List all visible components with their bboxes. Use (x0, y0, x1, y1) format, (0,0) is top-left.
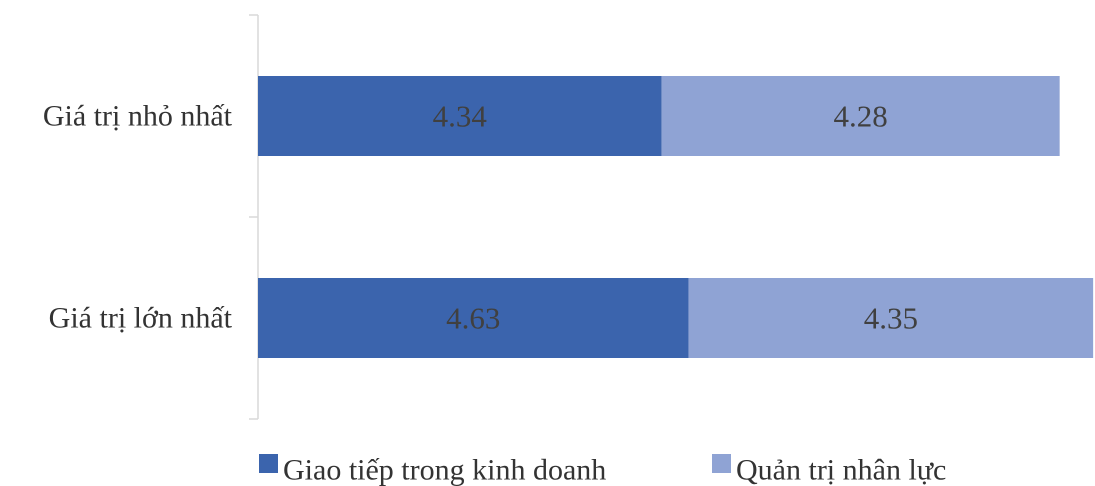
bar-segment (258, 278, 689, 358)
data-labels: 4.34 4.28 4.63 4.35 (433, 99, 918, 336)
bar-segment (661, 76, 1060, 156)
category-label: Giá trị lớn nhất (49, 302, 233, 335)
data-label: 4.28 (834, 99, 888, 134)
category-labels: Giá trị nhỏ nhất Giá trị lớn nhất (43, 100, 233, 335)
bar-segment (688, 278, 1094, 358)
legend-swatch (259, 454, 278, 473)
legend-label: Quản trị nhân lực (736, 454, 946, 486)
bars (258, 76, 1094, 358)
category-label: Giá trị nhỏ nhất (43, 100, 233, 133)
legend-label: Giao tiếp trong kinh doanh (283, 454, 606, 486)
bar-segment (258, 76, 662, 156)
data-label: 4.35 (864, 301, 918, 336)
data-label: 4.63 (446, 301, 500, 336)
category-axis (249, 14, 259, 420)
legend-swatch (712, 454, 731, 473)
legend: Giao tiếp trong kinh doanh Quản trị nhân … (259, 454, 946, 486)
data-label: 4.34 (433, 99, 488, 134)
